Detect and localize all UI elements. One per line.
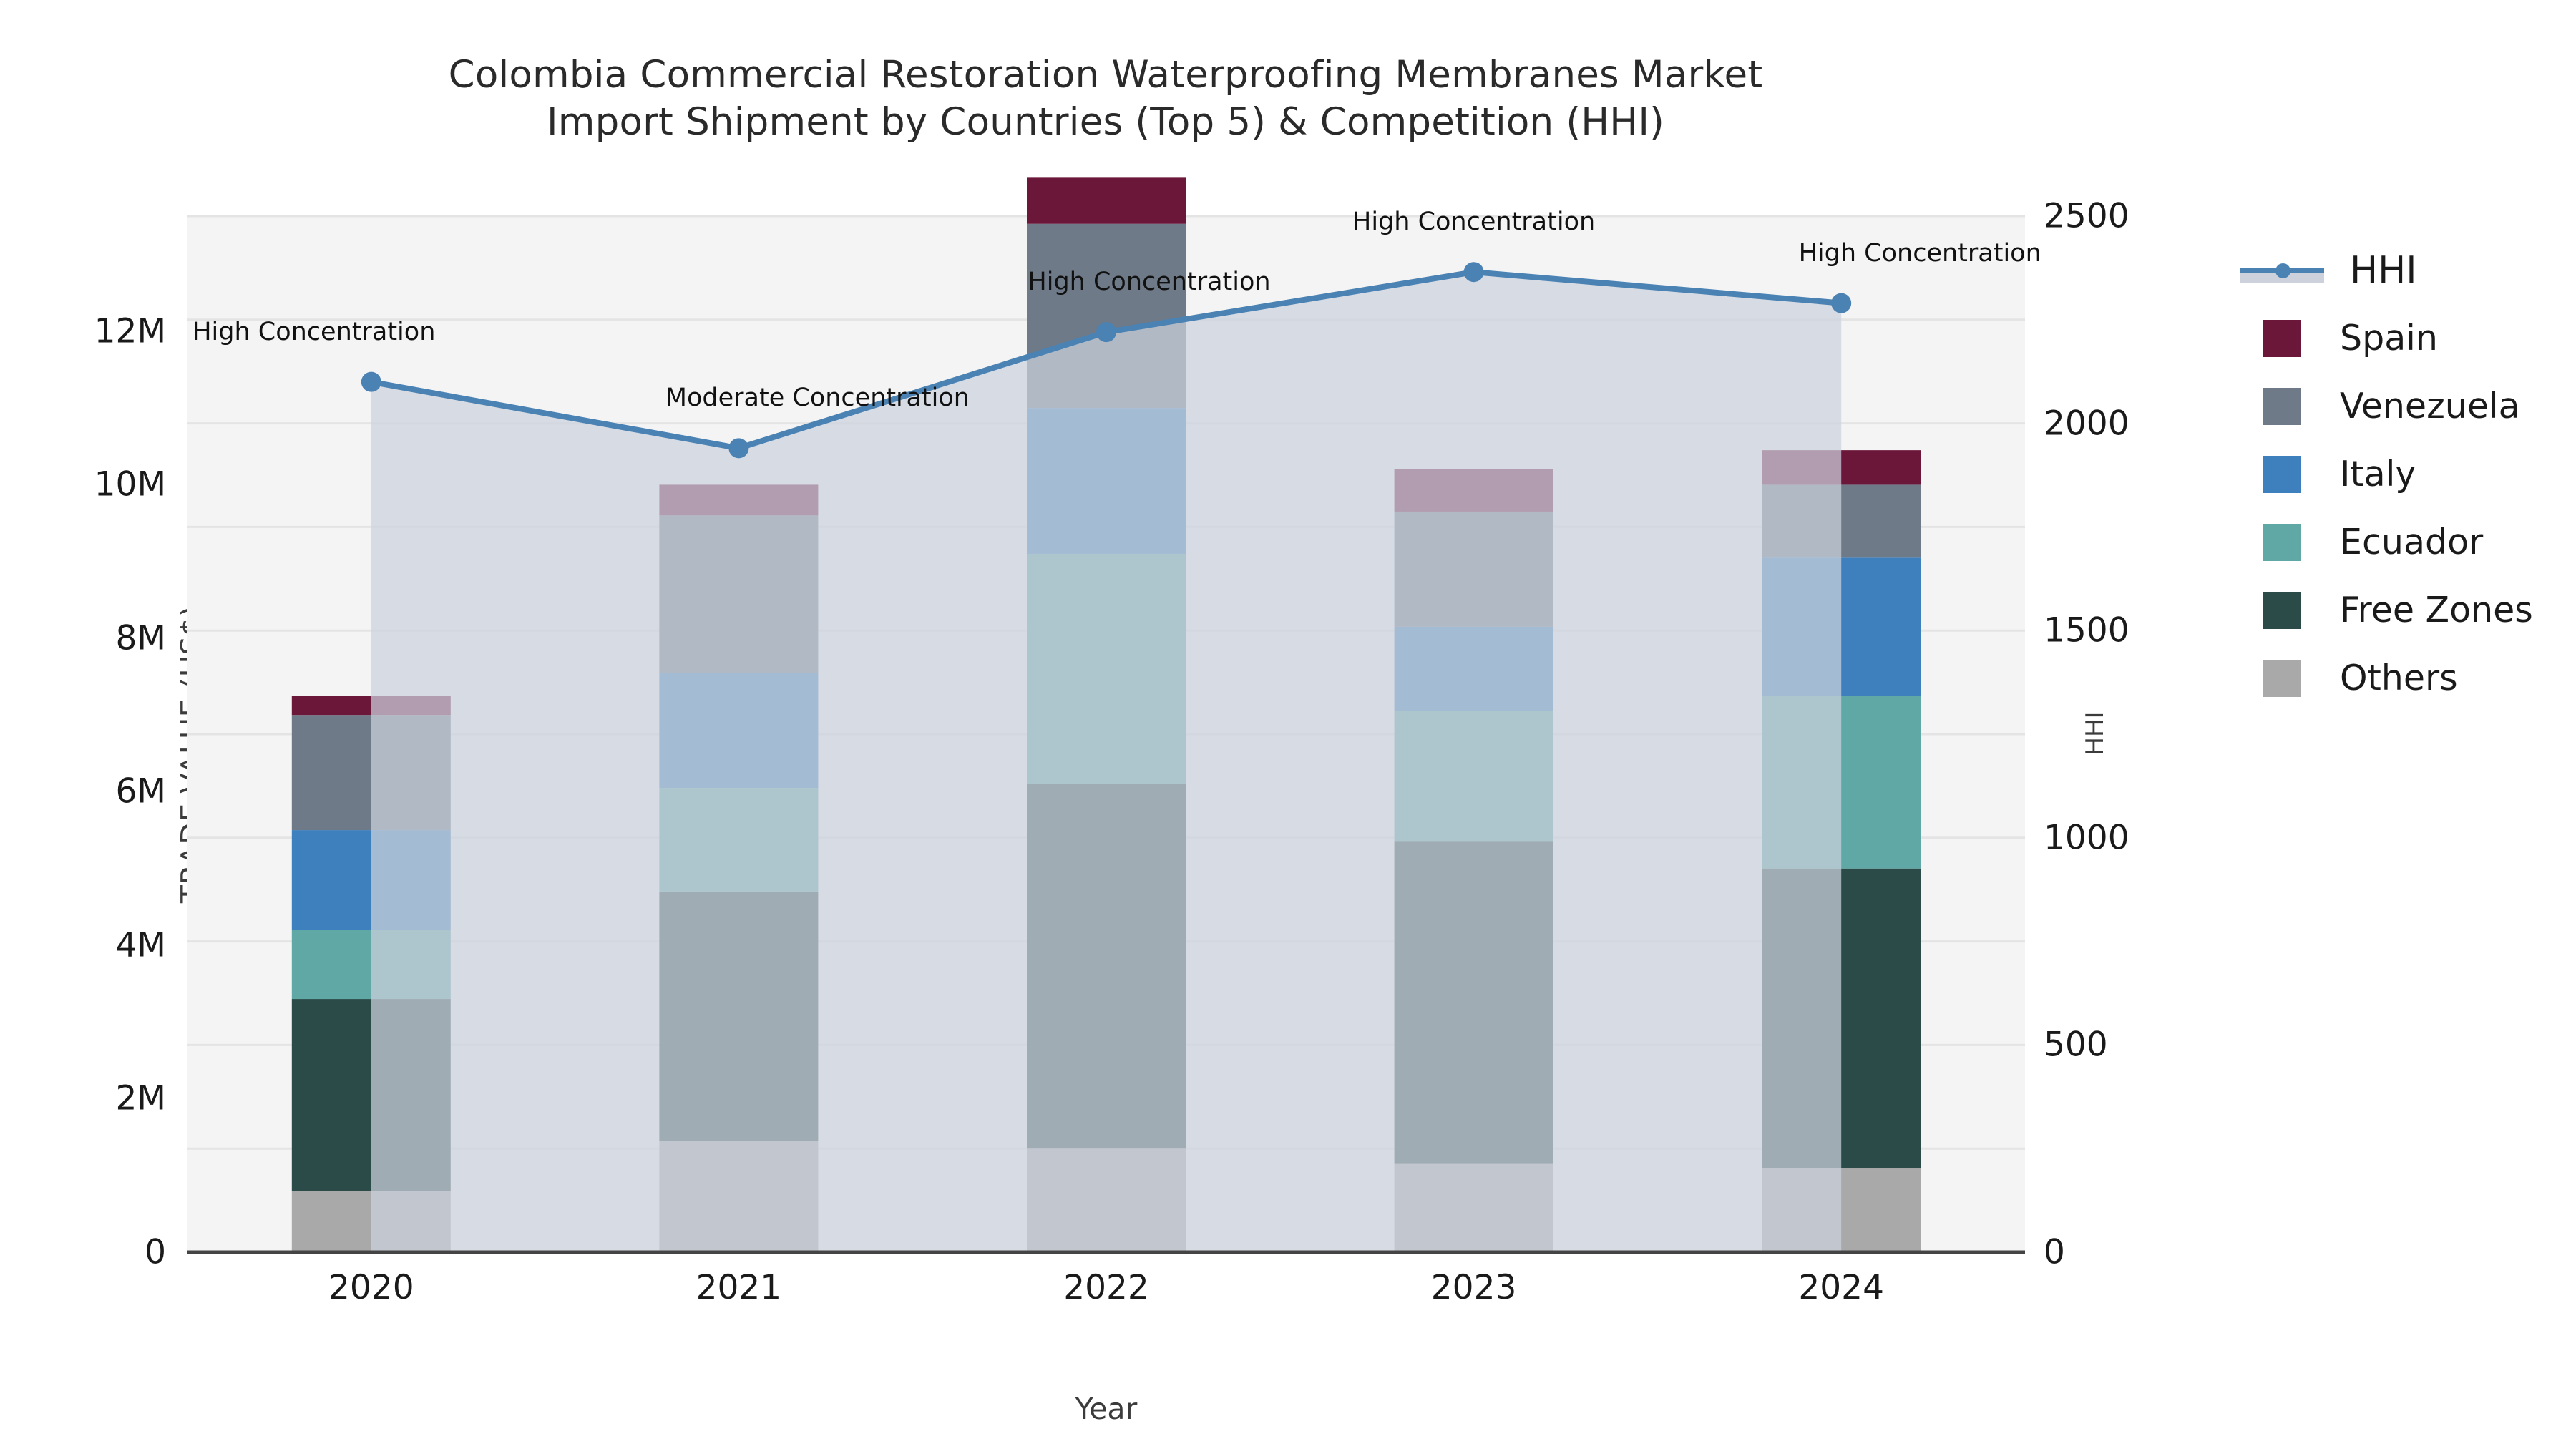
legend-item-hhi[interactable]: HHI <box>2240 236 2576 304</box>
legend-label: Free Zones <box>2340 590 2533 630</box>
legend-item-spain[interactable]: Spain <box>2240 304 2576 372</box>
legend-line-swatch <box>2240 252 2324 289</box>
legend-label: Spain <box>2340 318 2438 358</box>
x-tick-2020: 2020 <box>328 1268 414 1307</box>
x-tick-2024: 2024 <box>1798 1268 1884 1307</box>
legend-color-swatch <box>2263 455 2301 493</box>
legend-item-italy[interactable]: Italy <box>2240 440 2576 508</box>
concentration-annotation: High Concentration <box>192 317 436 346</box>
x-tick-2022: 2022 <box>1063 1268 1149 1307</box>
y-tick-right-0: 0 <box>2044 1232 2065 1272</box>
legend-label: HHI <box>2350 248 2417 292</box>
y-tick-right-500: 500 <box>2044 1025 2108 1065</box>
legend-color-swatch <box>2263 659 2301 697</box>
plot-svg <box>187 177 2025 1254</box>
legend-item-others[interactable]: Others <box>2240 644 2576 712</box>
y-tick-right-2500: 2500 <box>2044 196 2129 236</box>
hhi-data-point[interactable] <box>1463 262 1484 283</box>
plot-area <box>187 177 2025 1254</box>
legend-color-swatch <box>2263 523 2301 561</box>
concentration-annotation: Moderate Concentration <box>665 384 970 413</box>
legend-color-swatch <box>2263 319 2301 357</box>
hhi-data-point[interactable] <box>728 438 749 459</box>
y-tick-left-4M: 4M <box>115 925 166 965</box>
legend-item-ecuador[interactable]: Ecuador <box>2240 508 2576 576</box>
legend-color-swatch <box>2263 591 2301 629</box>
concentration-annotation: High Concentration <box>1028 268 1271 297</box>
legend-label: Ecuador <box>2340 522 2484 562</box>
concentration-annotation: High Concentration <box>1352 208 1596 237</box>
legend-item-free-zones[interactable]: Free Zones <box>2240 576 2576 644</box>
y-tick-right-1000: 1000 <box>2044 818 2129 858</box>
hhi-data-point[interactable] <box>1096 322 1116 343</box>
y-tick-right-1500: 1500 <box>2044 610 2129 650</box>
chart-title: Colombia Commercial Restoration Waterpro… <box>186 52 2025 147</box>
hhi-data-point[interactable] <box>361 371 381 392</box>
concentration-annotation: High Concentration <box>1798 238 2041 268</box>
chart-title-line-1: Colombia Commercial Restoration Waterpro… <box>448 53 1763 97</box>
y-tick-left-0: 0 <box>145 1232 166 1272</box>
legend-label: Italy <box>2340 454 2416 494</box>
y-axis-right-label: HHI <box>2081 711 2109 756</box>
x-tick-2023: 2023 <box>1430 1268 1517 1307</box>
y-tick-left-6M: 6M <box>115 771 166 811</box>
x-tick-2021: 2021 <box>696 1268 782 1307</box>
hhi-area-fill <box>371 272 1842 1252</box>
y-tick-left-10M: 10M <box>94 464 166 504</box>
y-tick-left-8M: 8M <box>115 618 166 658</box>
legend-color-swatch <box>2263 387 2301 425</box>
y-tick-left-2M: 2M <box>115 1078 166 1118</box>
y-tick-left-12M: 12M <box>94 311 166 351</box>
x-axis-label: Year <box>1075 1392 1138 1426</box>
hhi-data-point[interactable] <box>1831 293 1852 313</box>
legend-label: Venezuela <box>2340 386 2520 426</box>
legend-label: Others <box>2340 658 2458 698</box>
legend-item-venezuela[interactable]: Venezuela <box>2240 372 2576 440</box>
chart-legend: HHI Spain Venezuela Italy Ecuador Free Zones O… <box>2240 236 2576 712</box>
legend-area-swatch <box>2240 273 2324 283</box>
chart-title-line-2: Import Shipment by Countries (Top 5) & C… <box>546 100 1665 145</box>
y-tick-right-2000: 2000 <box>2044 404 2129 444</box>
legend-marker-dot <box>2275 263 2290 278</box>
bar-segment[interactable] <box>1027 177 1186 224</box>
